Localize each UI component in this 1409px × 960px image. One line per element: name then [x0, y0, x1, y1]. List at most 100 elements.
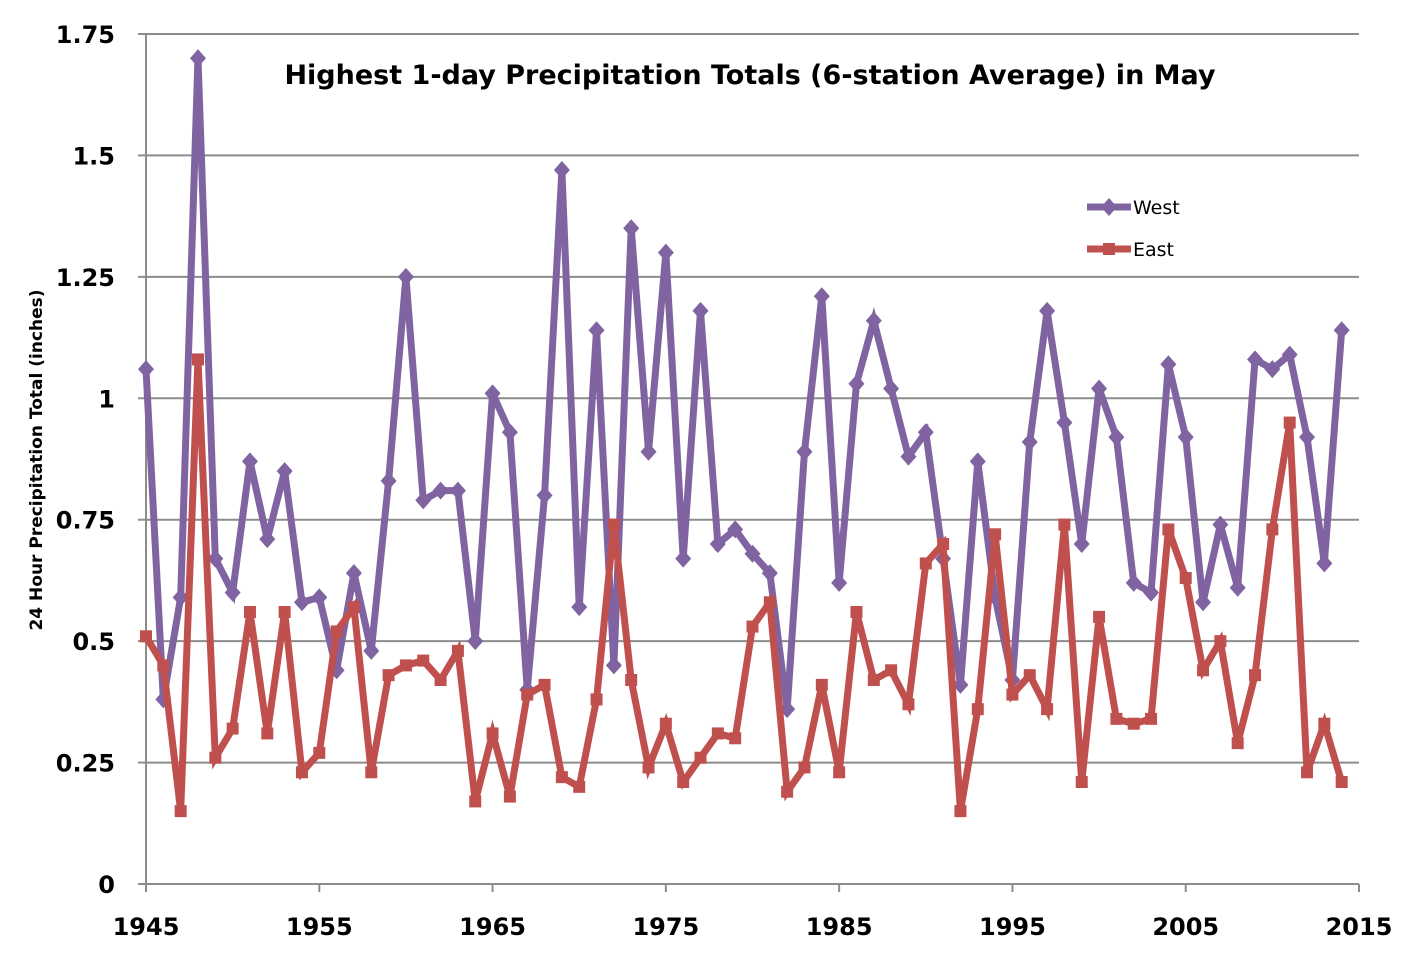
- data-point-west: [813, 287, 830, 306]
- data-point-east: [1301, 766, 1314, 779]
- legend-marker-square-icon: [1103, 243, 1115, 255]
- data-point-west: [397, 267, 414, 286]
- data-point-east: [1179, 572, 1192, 584]
- data-point-west: [1073, 535, 1090, 553]
- data-point-west: [917, 423, 934, 442]
- data-point-east: [157, 659, 170, 672]
- data-point-west: [1160, 355, 1177, 374]
- data-point-west: [1091, 379, 1108, 398]
- series-line-east: [142, 359, 1346, 812]
- data-point-east: [555, 771, 568, 784]
- data-point-east: [677, 776, 690, 788]
- data-point-east: [1023, 669, 1036, 682]
- data-point-east: [382, 669, 395, 682]
- data-point-east: [1249, 669, 1262, 682]
- data-point-west: [1177, 428, 1194, 447]
- x-tick-label: 1985: [806, 913, 873, 941]
- data-point-east: [1318, 717, 1331, 730]
- data-point-east: [209, 751, 222, 764]
- data-point-east: [1266, 523, 1279, 536]
- data-point-east: [399, 659, 412, 672]
- y-axis-label: 24 Hour Precipitation Total (inches): [27, 289, 47, 630]
- data-point-west: [657, 243, 674, 262]
- data-point-west: [1299, 428, 1316, 447]
- data-point-east: [729, 732, 742, 745]
- data-point-east: [140, 630, 152, 643]
- data-point-west: [831, 573, 848, 592]
- y-tick-label: 1.75: [56, 21, 115, 49]
- data-point-west: [259, 530, 276, 549]
- data-point-west: [1108, 428, 1125, 447]
- data-point-west: [865, 311, 882, 330]
- data-point-west: [311, 588, 328, 607]
- data-point-east: [833, 766, 846, 779]
- data-point-east: [226, 722, 239, 735]
- data-point-east: [781, 785, 794, 798]
- data-point-east: [642, 761, 655, 774]
- data-point-east: [174, 805, 187, 818]
- data-point-west: [571, 598, 588, 617]
- data-point-west: [1125, 573, 1142, 592]
- data-point-west: [449, 481, 466, 500]
- gridlines: [138, 33, 1360, 892]
- data-point-east: [763, 596, 776, 609]
- data-point-west: [900, 447, 917, 466]
- data-point-west: [172, 588, 189, 607]
- data-point-west: [1264, 360, 1281, 379]
- data-point-west: [207, 549, 224, 568]
- data-point-west: [1247, 350, 1264, 369]
- data-point-east: [261, 727, 274, 740]
- data-point-east: [1127, 717, 1140, 730]
- data-point-east: [313, 746, 326, 759]
- data-point-west: [605, 656, 622, 675]
- data-point-east: [1145, 712, 1158, 725]
- x-tick-label: 1995: [979, 913, 1046, 941]
- data-point-west: [1333, 321, 1350, 340]
- data-point-west: [675, 549, 692, 568]
- x-tick-label: 2005: [1152, 913, 1219, 941]
- data-point-east: [295, 766, 308, 779]
- data-point-east: [521, 688, 534, 701]
- y-tick-label: 0.25: [56, 750, 115, 778]
- data-point-east: [191, 353, 204, 366]
- data-point-west: [224, 583, 241, 602]
- data-point-east: [711, 727, 724, 740]
- data-point-west: [1143, 583, 1160, 602]
- data-point-west: [588, 321, 605, 340]
- data-point-west: [883, 379, 900, 398]
- data-point-east: [954, 805, 967, 818]
- data-point-west: [501, 423, 518, 442]
- x-tick-label: 1955: [286, 913, 353, 941]
- data-point-east: [1075, 776, 1088, 788]
- data-point-east: [850, 606, 863, 618]
- series-west: [138, 49, 1350, 719]
- data-point-west: [1229, 578, 1246, 597]
- legend: West East: [1087, 197, 1180, 261]
- data-point-west: [380, 471, 397, 490]
- data-point-east: [694, 751, 707, 764]
- data-point-east: [434, 674, 447, 686]
- x-tick-label: 2015: [1326, 913, 1393, 941]
- y-tick-label: 1.5: [72, 142, 115, 170]
- series-group: [138, 49, 1350, 818]
- data-point-east: [278, 606, 291, 618]
- data-point-east: [1041, 703, 1054, 716]
- legend-item-west: West: [1087, 197, 1180, 219]
- data-point-west: [345, 564, 362, 583]
- data-point-east: [989, 528, 1002, 541]
- legend-label: East: [1133, 239, 1174, 261]
- data-point-east: [815, 678, 828, 691]
- data-point-east: [1093, 610, 1106, 623]
- data-point-east: [243, 606, 256, 618]
- data-point-east: [1197, 664, 1210, 677]
- data-point-west: [138, 360, 154, 379]
- data-point-east: [937, 538, 950, 550]
- data-point-west: [415, 491, 432, 510]
- data-point-east: [1283, 416, 1296, 429]
- data-point-east: [1231, 737, 1244, 750]
- data-point-east: [1335, 776, 1348, 788]
- data-point-east: [469, 795, 482, 808]
- data-point-west: [1039, 301, 1056, 320]
- data-point-east: [417, 654, 430, 667]
